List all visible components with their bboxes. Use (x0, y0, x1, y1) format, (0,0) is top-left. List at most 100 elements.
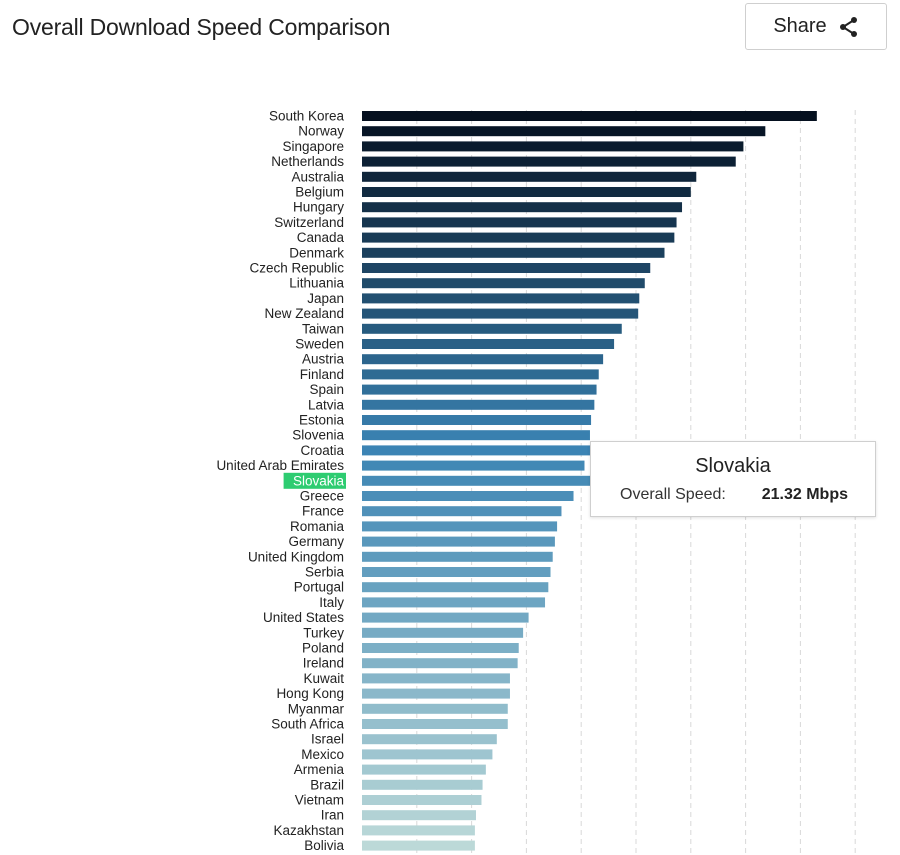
bar-switzerland[interactable] (362, 217, 677, 228)
bar-mexico[interactable] (362, 749, 493, 760)
category-label: Hungary (293, 200, 344, 215)
share-button[interactable]: Share (745, 3, 887, 50)
bar-germany[interactable] (362, 536, 555, 547)
category-label: Kazakhstan (273, 823, 344, 838)
bar-austria[interactable] (362, 354, 604, 365)
category-label: Turkey (303, 625, 344, 640)
share-label: Share (773, 15, 827, 37)
bar-serbia[interactable] (362, 567, 551, 577)
category-label: Japan (307, 291, 344, 306)
category-label: Finland (300, 367, 344, 382)
category-label: Belgium (295, 185, 344, 200)
bar-south-korea[interactable] (362, 111, 817, 121)
bar-sweden[interactable] (362, 339, 615, 349)
bar-south-africa[interactable] (362, 719, 508, 729)
bar-croatia[interactable] (362, 445, 590, 456)
category-label: Kuwait (303, 671, 344, 686)
bar-armenia[interactable] (362, 764, 486, 775)
bar-vietnam[interactable] (362, 795, 482, 805)
bar-bolivia[interactable] (362, 840, 475, 851)
category-label: France (302, 504, 344, 519)
tooltip-value: 21.32 Mbps (761, 486, 848, 503)
bar-new-zealand[interactable] (362, 308, 639, 319)
category-label: Estonia (299, 413, 345, 428)
tooltip-metric-label: Overall Speed: (620, 486, 726, 503)
bar-poland[interactable] (362, 643, 519, 653)
category-label: New Zealand (264, 306, 344, 321)
category-label: Germany (288, 534, 344, 549)
bar-ireland[interactable] (362, 658, 518, 669)
bar-portugal[interactable] (362, 582, 549, 593)
category-label: South Korea (269, 109, 345, 124)
bar-kuwait[interactable] (362, 673, 510, 684)
bar-hong-kong[interactable] (362, 688, 510, 699)
category-label: Iran (321, 808, 344, 823)
bar-belgium[interactable] (362, 187, 691, 197)
category-label: Denmark (289, 245, 344, 260)
bar-canada[interactable] (362, 232, 675, 243)
category-label: Romania (290, 519, 345, 534)
bar-lithuania[interactable] (362, 278, 645, 289)
bar-myanmar[interactable] (362, 703, 508, 714)
bar-romania[interactable] (362, 521, 558, 532)
tooltip-country: Slovakia (695, 455, 771, 477)
bar-brazil[interactable] (362, 779, 483, 790)
bar-israel[interactable] (362, 734, 497, 745)
category-label: Myanmar (288, 701, 345, 716)
category-label: Canada (297, 230, 345, 245)
bar-netherlands[interactable] (362, 156, 736, 167)
category-label: Latvia (308, 397, 345, 412)
category-label: Switzerland (274, 215, 344, 230)
bar-taiwan[interactable] (362, 323, 622, 334)
bar-kazakhstan[interactable] (362, 825, 475, 836)
bar-united-arab-emirates[interactable] (362, 460, 585, 471)
category-label: Lithuania (289, 276, 344, 291)
category-label: Slovakia (293, 473, 345, 488)
bar-norway[interactable] (362, 126, 766, 137)
category-label: Poland (302, 641, 344, 656)
bar-estonia[interactable] (362, 415, 592, 425)
page-title: Overall Download Speed Comparison (12, 14, 391, 40)
bar-spain[interactable] (362, 384, 597, 395)
category-label: Vietnam (295, 793, 344, 808)
category-label: Portugal (294, 580, 344, 595)
category-label: United States (263, 610, 344, 625)
bar-singapore[interactable] (362, 141, 744, 152)
bar-japan[interactable] (362, 293, 640, 304)
category-label: Mexico (301, 747, 344, 762)
bar-france[interactable] (362, 506, 562, 517)
share-icon (839, 16, 859, 38)
category-label: Taiwan (302, 321, 344, 336)
category-label: Croatia (300, 443, 344, 458)
bar-czech-republic[interactable] (362, 263, 651, 273)
category-label: United Kingdom (248, 549, 344, 564)
category-label: United Arab Emirates (216, 458, 344, 473)
category-label: Czech Republic (249, 261, 344, 276)
bar-slovakia[interactable] (362, 475, 596, 486)
category-label: Australia (291, 169, 344, 184)
bar-latvia[interactable] (362, 399, 595, 410)
bar-italy[interactable] (362, 597, 546, 608)
category-label: Serbia (305, 565, 345, 580)
category-label: Brazil (310, 777, 344, 792)
category-label: Italy (319, 595, 344, 610)
bar-finland[interactable] (362, 369, 599, 380)
category-label: Israel (311, 732, 344, 747)
bar-hungary[interactable] (362, 202, 683, 213)
bar-iran[interactable] (362, 810, 476, 821)
bar-slovenia[interactable] (362, 430, 590, 441)
bar-greece[interactable] (362, 491, 574, 501)
bar-australia[interactable] (362, 171, 697, 182)
category-label: Spain (309, 382, 344, 397)
category-label: Greece (300, 489, 344, 504)
category-label: Slovenia (292, 428, 344, 443)
bar-united-states[interactable] (362, 612, 529, 623)
category-label: Norway (298, 124, 344, 139)
bar-denmark[interactable] (362, 247, 665, 258)
bar-turkey[interactable] (362, 627, 524, 638)
bar-united-kingdom[interactable] (362, 551, 553, 562)
category-label: Singapore (282, 139, 344, 154)
category-label: Hong Kong (276, 686, 344, 701)
category-label: Ireland (303, 656, 344, 671)
